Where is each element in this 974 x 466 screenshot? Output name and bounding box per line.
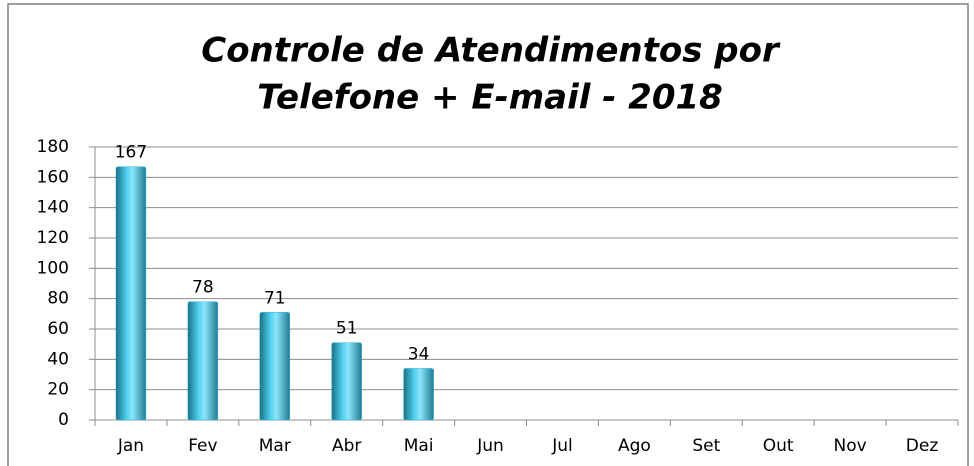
chart-title: Controle de Atendimentos por <box>201 31 781 71</box>
x-tick-label: Dez <box>906 436 939 456</box>
x-tick-label: Fev <box>188 436 217 456</box>
bar <box>115 166 147 421</box>
x-tick-label: Jan <box>117 436 144 456</box>
x-tick-label: Mar <box>259 436 291 456</box>
data-label: 34 <box>408 344 430 364</box>
y-tick-label: 80 <box>47 289 69 309</box>
y-tick-label: 60 <box>47 319 69 339</box>
chart-title: Telefone + E-mail - 2018 <box>257 78 723 118</box>
data-label: 51 <box>336 319 358 339</box>
bar <box>259 312 291 421</box>
data-label: 167 <box>115 143 147 163</box>
y-tick-label: 0 <box>58 410 69 430</box>
x-tick-label: Out <box>763 436 794 456</box>
x-tick-label: Ago <box>618 436 651 456</box>
y-tick-label: 100 <box>37 258 69 278</box>
y-tick-label: 160 <box>37 167 69 187</box>
x-tick-label: Abr <box>332 436 361 456</box>
y-tick-label: 180 <box>37 137 69 157</box>
x-tick-label: Nov <box>834 436 867 456</box>
data-label: 78 <box>192 278 214 298</box>
y-tick-label: 20 <box>47 380 69 400</box>
x-tick-label: Jul <box>551 436 573 456</box>
bar <box>331 342 362 421</box>
data-label: 71 <box>264 288 286 308</box>
chart-border <box>7 3 969 466</box>
y-tick-label: 40 <box>47 349 69 369</box>
bar <box>187 301 219 421</box>
bar <box>403 368 434 421</box>
x-tick-label: Set <box>692 436 720 456</box>
y-tick-label: 140 <box>37 198 69 218</box>
y-tick-label: 120 <box>37 228 69 248</box>
x-tick-label: Jun <box>476 436 504 456</box>
x-tick-label: Mai <box>404 436 434 456</box>
